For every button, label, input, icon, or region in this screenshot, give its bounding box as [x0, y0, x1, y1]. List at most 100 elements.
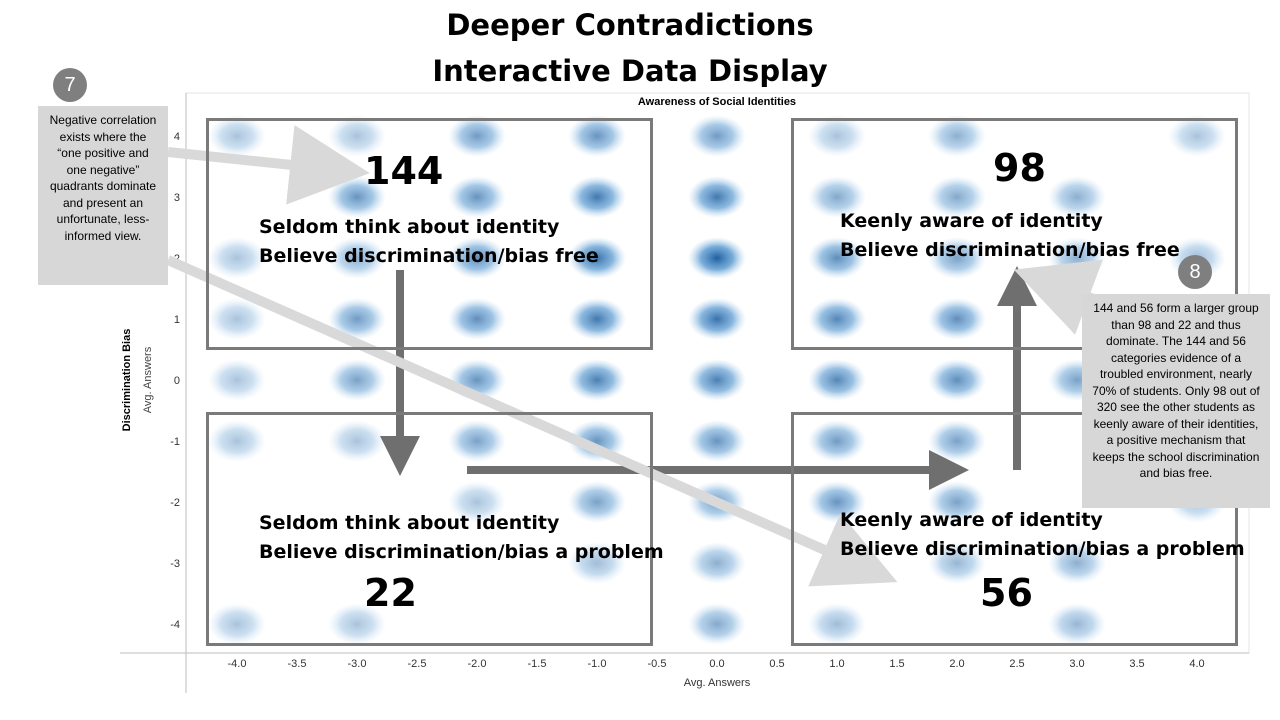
count-top-right: 98	[993, 146, 1046, 190]
y-tick-label: -2	[170, 497, 180, 509]
desc-top-right: Keenly aware of identity Believe discrim…	[840, 207, 1180, 265]
data-point	[328, 359, 386, 401]
desc-top-right-line2: Believe discrimination/bias free	[840, 239, 1180, 261]
data-point	[808, 420, 866, 462]
y-tick-label: -4	[170, 619, 180, 631]
data-point	[928, 542, 986, 584]
desc-top-left: Seldom think about identity Believe disc…	[259, 213, 599, 271]
data-point	[688, 420, 746, 462]
data-point	[688, 298, 746, 340]
desc-bottom-left-line2: Believe discrimination/bias a problem	[259, 541, 664, 563]
data-point	[808, 603, 866, 645]
desc-top-left-line1: Seldom think about identity	[259, 216, 560, 238]
data-point	[688, 542, 746, 584]
data-point	[808, 237, 866, 279]
count-top-left: 144	[364, 149, 444, 193]
data-point	[808, 481, 866, 523]
chart-title: Awareness of Social Identities	[638, 96, 796, 108]
data-point	[1048, 603, 1106, 645]
data-point	[568, 542, 626, 584]
pointer-arrow-to-144	[167, 125, 370, 205]
data-point	[928, 298, 986, 340]
badge-8: 8	[1178, 255, 1212, 289]
y-axis-title: Discrimination Bias	[121, 329, 133, 432]
y-tick-label: 4	[174, 131, 180, 143]
x-tick-label: -3.5	[288, 658, 307, 670]
slide-title-line1: Deeper Contradictions	[446, 8, 814, 42]
desc-bottom-right: Keenly aware of identity Believe discrim…	[840, 506, 1245, 564]
y-tick-label: -1	[170, 436, 180, 448]
slide-title: Deeper Contradictions Interactive Data D…	[330, 2, 930, 94]
quadrant-box-bottom-left	[206, 412, 653, 646]
data-point	[448, 481, 506, 523]
data-point	[448, 176, 506, 218]
x-tick-label: 4.0	[1189, 658, 1204, 670]
desc-bottom-right-line1: Keenly aware of identity	[840, 509, 1103, 531]
y-tick-label: -3	[170, 558, 180, 570]
data-point	[568, 481, 626, 523]
data-point	[208, 603, 266, 645]
x-tick-label: 3.0	[1069, 658, 1084, 670]
x-tick-label: 0.5	[769, 658, 784, 670]
data-point	[208, 359, 266, 401]
data-point	[688, 115, 746, 157]
slide-title-line2: Interactive Data Display	[432, 54, 828, 88]
x-tick-label: -2.0	[468, 658, 487, 670]
data-point	[448, 420, 506, 462]
data-point	[208, 420, 266, 462]
data-point	[328, 420, 386, 462]
data-point	[688, 237, 746, 279]
quadrant-box-top-right	[791, 118, 1238, 350]
data-point	[688, 603, 746, 645]
data-point	[1048, 176, 1106, 218]
data-point	[688, 359, 746, 401]
data-point	[208, 298, 266, 340]
x-tick-label: -3.0	[348, 658, 367, 670]
badge-7: 7	[53, 68, 87, 102]
x-tick-label: 2.0	[949, 658, 964, 670]
data-point	[448, 115, 506, 157]
x-tick-label: -1.0	[588, 658, 607, 670]
data-point	[808, 298, 866, 340]
x-tick-label: -4.0	[228, 658, 247, 670]
x-tick-label: 2.5	[1009, 658, 1024, 670]
data-point	[808, 359, 866, 401]
data-point	[1048, 542, 1106, 584]
count-bottom-left: 22	[364, 571, 417, 615]
data-point	[928, 115, 986, 157]
data-point	[208, 237, 266, 279]
desc-top-right-line1: Keenly aware of identity	[840, 210, 1103, 232]
x-tick-label: -2.5	[408, 658, 427, 670]
data-point	[568, 115, 626, 157]
data-point	[928, 359, 986, 401]
x-tick-label: 0.0	[709, 658, 724, 670]
data-point	[928, 481, 986, 523]
y-tick-label: 0	[174, 375, 180, 387]
y-axis-subtitle: Avg. Answers	[142, 346, 154, 413]
data-point	[448, 298, 506, 340]
desc-bottom-left-line1: Seldom think about identity	[259, 512, 560, 534]
x-tick-label: -1.5	[528, 658, 547, 670]
x-tick-label: 3.5	[1129, 658, 1144, 670]
data-point	[808, 176, 866, 218]
data-point	[688, 176, 746, 218]
x-tick-label: 1.5	[889, 658, 904, 670]
data-point	[568, 176, 626, 218]
data-point	[808, 115, 866, 157]
count-bottom-right: 56	[980, 571, 1033, 615]
x-axis-title: Avg. Answers	[684, 677, 751, 689]
callout-right: 144 and 56 form a larger group than 98 a…	[1082, 294, 1270, 508]
data-point	[928, 176, 986, 218]
pointer-arrow-to-56	[165, 255, 898, 587]
data-point	[1168, 115, 1226, 157]
desc-bottom-left: Seldom think about identity Believe disc…	[259, 509, 664, 567]
data-point	[448, 237, 506, 279]
data-point	[328, 298, 386, 340]
quadrant-box-bottom-right	[791, 412, 1238, 646]
x-tick-label: -0.5	[648, 658, 667, 670]
y-tick-label: 3	[174, 192, 180, 204]
data-point	[328, 237, 386, 279]
callout-left: Negative correlation exists where the “o…	[38, 106, 168, 285]
data-point	[568, 359, 626, 401]
y-tick-label: 1	[174, 314, 180, 326]
